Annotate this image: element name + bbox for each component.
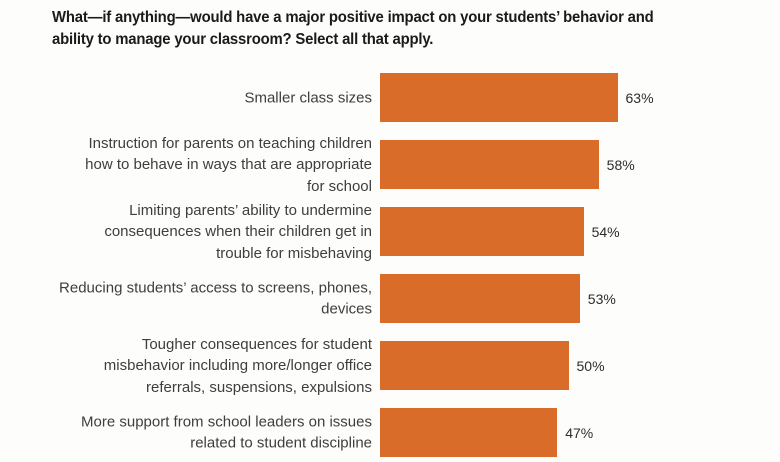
category-label-line: consequences when their children get in (104, 222, 372, 240)
category-label-line: how to behave in ways that are appropria… (85, 155, 372, 173)
category-label: Limiting parents’ ability to undermine co… (104, 199, 372, 264)
category-label-line: referrals, suspensions, expulsions (146, 378, 372, 396)
category-label-line: Tougher consequences for student (141, 335, 372, 353)
category-label-line: misbehavior including more/longer office (103, 356, 372, 374)
bar (380, 140, 599, 189)
chart-row: Instruction for parents on teaching chil… (0, 134, 780, 194)
category-label: More support from school leaders on issu… (81, 411, 372, 454)
bar (380, 408, 558, 457)
chart-row: Smaller class sizes 63% (0, 73, 780, 122)
category-label-line: Reducing students’ access to screens, ph… (59, 279, 372, 296)
value-label: 53% (587, 290, 616, 307)
bar (380, 207, 584, 256)
chart-row: Limiting parents’ ability to undermine co… (0, 201, 780, 261)
value-label: 63% (625, 89, 654, 106)
category-label-line: devices (321, 300, 372, 318)
category-label-line: for school (306, 177, 372, 195)
value-label: 47% (565, 424, 594, 441)
category-label: Smaller class sizes (244, 87, 372, 109)
bar (380, 341, 569, 390)
category-label-line: Limiting parents’ ability to undermine (129, 201, 372, 219)
value-label: 54% (591, 223, 620, 240)
chart-row: Reducing students’ access to screens, ph… (0, 274, 780, 323)
category-label-line: Smaller class sizes (244, 88, 372, 106)
value-label: 50% (576, 357, 605, 374)
category-label-line: More support from school leaders on issu… (81, 413, 372, 430)
chart-title-line-1: What—if anything—would have a major posi… (52, 9, 654, 26)
category-label-line: related to student discipline (190, 434, 372, 452)
chart-title: What—if anything—would have a major posi… (52, 7, 654, 51)
chart-row: More support from school leaders on issu… (0, 408, 780, 457)
value-label: 58% (606, 156, 635, 173)
bar (380, 73, 618, 122)
bar (380, 274, 580, 323)
category-label: Reducing students’ access to screens, ph… (59, 277, 372, 320)
chart-row: Tougher consequences for student misbehav… (0, 335, 780, 395)
category-label-line: Instruction for parents on teaching chil… (88, 134, 373, 152)
chart-title-line-2: ability to manage your classroom? Select… (52, 31, 434, 48)
category-label: Tougher consequences for student misbehav… (104, 333, 372, 398)
category-label-line: trouble for misbehaving (216, 244, 372, 262)
category-label: Instruction for parents on teaching chil… (85, 132, 372, 197)
